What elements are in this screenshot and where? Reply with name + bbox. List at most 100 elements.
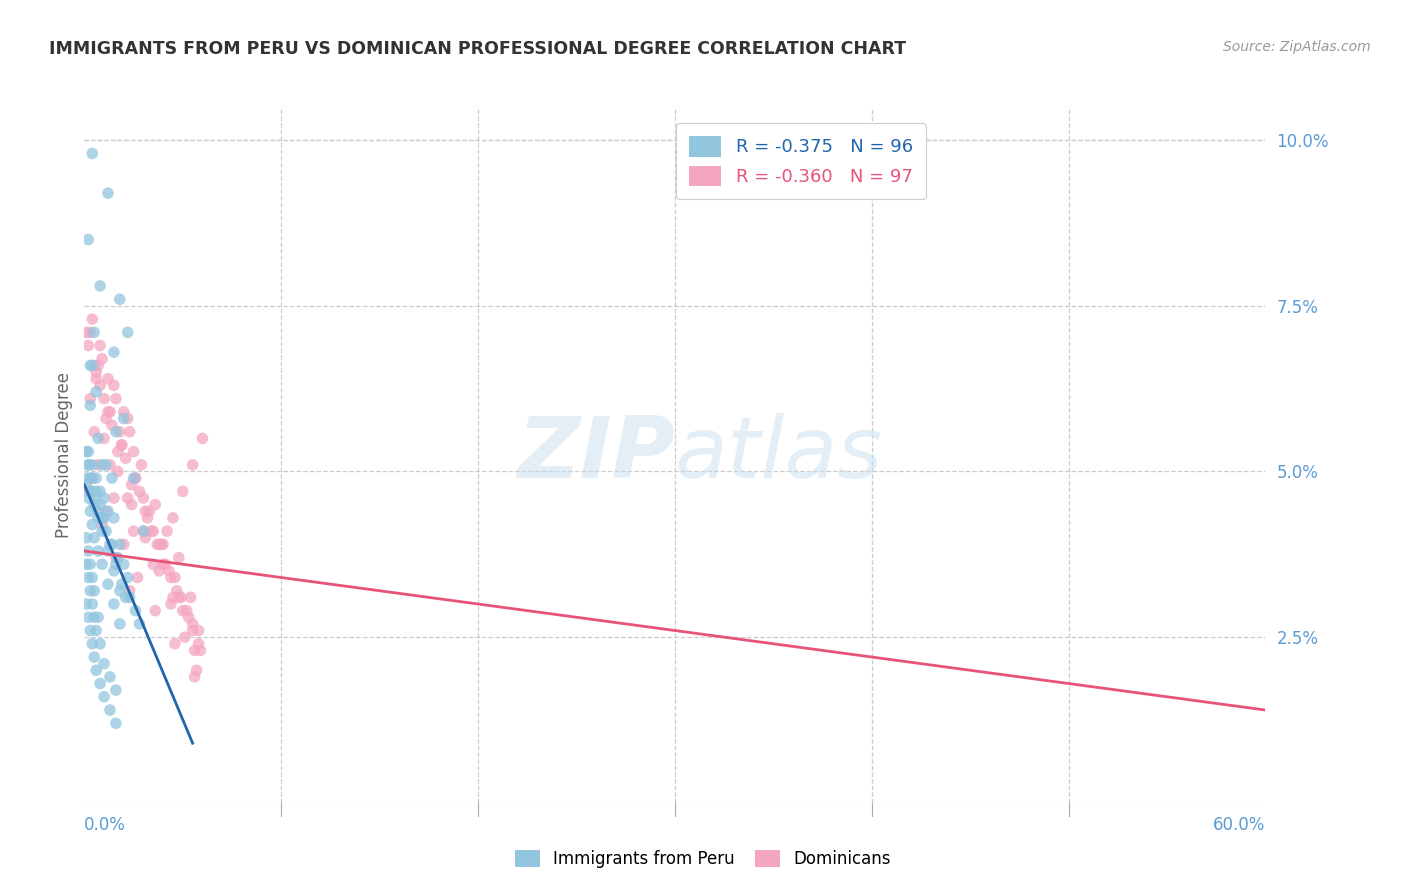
Point — [91, 351, 114, 366]
Point — [132, 524, 155, 538]
Point — [98, 405, 121, 419]
Point — [82, 570, 104, 584]
Point — [103, 378, 125, 392]
Point — [89, 676, 111, 690]
Point — [94, 411, 117, 425]
Text: 0.0%: 0.0% — [84, 816, 127, 834]
Point — [93, 392, 115, 406]
Point — [83, 425, 105, 439]
Point — [156, 524, 179, 538]
Point — [114, 451, 136, 466]
Point — [107, 444, 129, 458]
Point — [79, 392, 101, 406]
Point — [98, 703, 121, 717]
Point — [83, 359, 105, 373]
Point — [132, 491, 155, 505]
Point — [75, 531, 97, 545]
Point — [127, 570, 149, 584]
Point — [89, 338, 111, 352]
Point — [101, 418, 124, 433]
Point — [97, 186, 120, 201]
Point — [77, 444, 100, 458]
Point — [89, 637, 111, 651]
Point — [176, 604, 198, 618]
Point — [132, 524, 155, 538]
Point — [111, 438, 134, 452]
Point — [75, 558, 97, 572]
Y-axis label: Professional Degree: Professional Degree — [55, 372, 73, 538]
Point — [84, 471, 107, 485]
Point — [108, 537, 131, 551]
Point — [166, 583, 188, 598]
Point — [82, 471, 104, 485]
Point — [134, 531, 156, 545]
Text: ZIP: ZIP — [517, 413, 675, 497]
Point — [142, 558, 165, 572]
Point — [82, 597, 104, 611]
Point — [103, 511, 125, 525]
Point — [83, 610, 105, 624]
Point — [98, 458, 121, 472]
Point — [84, 484, 107, 499]
Point — [103, 564, 125, 578]
Point — [83, 583, 105, 598]
Point — [122, 471, 145, 485]
Point — [77, 233, 100, 247]
Point — [162, 591, 184, 605]
Point — [82, 458, 104, 472]
Point — [136, 511, 159, 525]
Point — [107, 550, 129, 565]
Point — [75, 477, 97, 491]
Point — [87, 458, 110, 472]
Point — [93, 690, 115, 704]
Point — [77, 570, 100, 584]
Point — [108, 583, 131, 598]
Point — [83, 326, 105, 340]
Point — [153, 558, 176, 572]
Point — [181, 458, 204, 472]
Point — [114, 591, 136, 605]
Point — [117, 491, 139, 505]
Point — [104, 392, 127, 406]
Point — [97, 577, 120, 591]
Point — [93, 491, 115, 505]
Point — [183, 643, 205, 657]
Point — [75, 597, 97, 611]
Point — [122, 444, 145, 458]
Point — [183, 670, 205, 684]
Point — [84, 372, 107, 386]
Point — [82, 471, 104, 485]
Point — [180, 591, 202, 605]
Point — [83, 498, 105, 512]
Point — [112, 405, 135, 419]
Point — [104, 716, 127, 731]
Point — [111, 577, 134, 591]
Point — [79, 624, 101, 638]
Point — [122, 524, 145, 538]
Point — [167, 550, 190, 565]
Point — [143, 498, 166, 512]
Point — [84, 365, 107, 379]
Point — [160, 570, 183, 584]
Point — [148, 537, 170, 551]
Point — [82, 637, 104, 651]
Point — [138, 504, 160, 518]
Point — [79, 398, 101, 412]
Point — [87, 511, 110, 525]
Point — [89, 279, 111, 293]
Point — [97, 544, 120, 558]
Point — [131, 458, 153, 472]
Point — [94, 524, 117, 538]
Point — [124, 471, 146, 485]
Point — [146, 537, 169, 551]
Point — [157, 564, 180, 578]
Text: Source: ZipAtlas.com: Source: ZipAtlas.com — [1223, 40, 1371, 54]
Point — [117, 570, 139, 584]
Point — [112, 558, 135, 572]
Point — [89, 498, 111, 512]
Point — [101, 537, 124, 551]
Point — [160, 597, 183, 611]
Text: 60.0%: 60.0% — [1213, 816, 1265, 834]
Point — [94, 458, 117, 472]
Point — [98, 670, 121, 684]
